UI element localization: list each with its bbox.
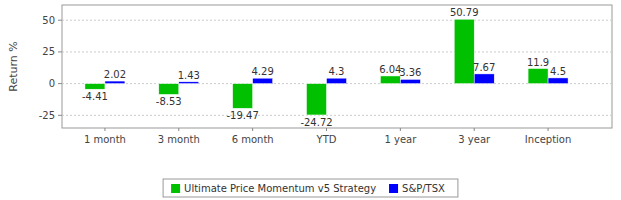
data-label: -4.41 (82, 91, 108, 102)
category-tick (548, 128, 549, 131)
bar (548, 78, 568, 84)
bar (253, 78, 273, 83)
data-label: 11.9 (527, 57, 549, 68)
legend: Ultimate Price Momentum v5 Strategy S&P/T… (163, 179, 458, 197)
bar (179, 82, 199, 84)
tick-label: -25 (39, 110, 55, 121)
tick-label: 25 (42, 46, 55, 57)
bar (474, 74, 494, 84)
data-label: 4.3 (329, 66, 345, 77)
bar (105, 81, 125, 84)
bar (307, 84, 327, 115)
legend-swatch (171, 184, 180, 193)
chart-container: -25 0 25 50 Return % -4.41 2.02 -8.53 1.43 -19.47… (0, 0, 621, 200)
axis-title: Return % (7, 41, 20, 91)
data-label: -24.72 (300, 117, 332, 128)
category-tick (104, 128, 105, 131)
bar (85, 84, 105, 90)
category-label: 3 year (458, 134, 491, 145)
category-label: YTD (316, 134, 337, 145)
tick-mark (58, 83, 62, 84)
data-label: 50.79 (450, 7, 479, 18)
bar (454, 19, 474, 83)
grid-line (62, 20, 612, 21)
category-label: 1 month (84, 134, 126, 145)
legend-label: Ultimate Price Momentum v5 Strategy (184, 183, 376, 194)
legend-swatch (389, 184, 398, 193)
bar (380, 76, 400, 84)
legend-label: S&P/TSX (402, 183, 445, 194)
tick-label: 50 (42, 15, 55, 26)
tick-label: 0 (49, 78, 55, 89)
data-label: 4.5 (550, 66, 566, 77)
data-label: 1.43 (178, 70, 200, 81)
chart: -25 0 25 50 Return % -4.41 2.02 -8.53 1.43 -19.47… (0, 0, 621, 200)
category-label: 1 year (384, 134, 417, 145)
category-tick (474, 128, 475, 131)
bar (327, 78, 347, 83)
data-labels: -4.41 2.02 -8.53 1.43 -19.47 4.29 -24.72 4.3 6.0… (82, 7, 566, 128)
grid-line (62, 115, 612, 116)
data-label: 4.29 (252, 66, 274, 77)
tick-mark (58, 51, 62, 52)
bar (528, 69, 548, 84)
category-tick (326, 128, 327, 131)
bar (400, 79, 420, 83)
grid-line (62, 51, 612, 52)
bar (233, 84, 253, 109)
data-label: 3.36 (399, 67, 421, 78)
legend-box (163, 179, 458, 197)
category-tick (252, 128, 253, 131)
bar (159, 84, 179, 95)
category-tick (178, 128, 179, 131)
data-label: 7.67 (473, 62, 495, 73)
data-label: -8.53 (156, 96, 182, 107)
category-label: Inception (525, 134, 571, 145)
bars (85, 19, 568, 115)
plot-area (62, 5, 612, 128)
category-label: 6 month (232, 134, 274, 145)
data-label: 6.04 (379, 64, 401, 75)
data-label: 2.02 (104, 69, 126, 80)
category-tick (400, 128, 401, 131)
tick-mark (58, 115, 62, 116)
data-label: -19.47 (227, 110, 259, 121)
category-label: 3 month (158, 134, 200, 145)
tick-mark (58, 20, 62, 21)
